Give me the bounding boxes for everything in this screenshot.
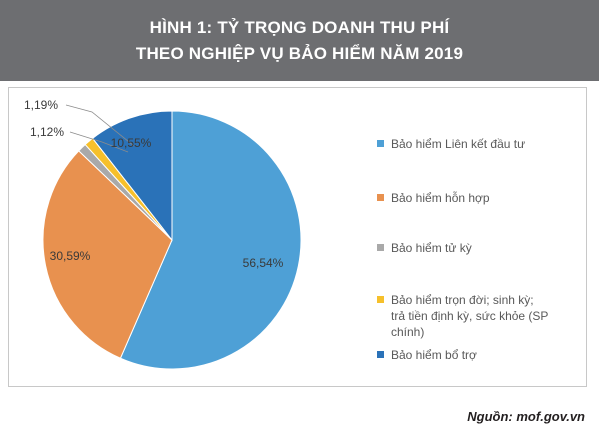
source-note: Nguồn: mof.gov.vn (467, 409, 585, 424)
pie-slice-hon-hop (42, 150, 173, 359)
data-label-lien-ket-dau-tu: 56,54% (243, 256, 284, 270)
chart-title-line-1: HÌNH 1: TỶ TRỌNG DOANH THU PHÍ (149, 17, 450, 37)
pie-slice-lien-ket-dau-tu (119, 110, 302, 370)
legend-label-lien-ket-dau-tu: Bảo hiểm Liên kết đầu tư (391, 136, 525, 152)
legend-label-line: Bảo hiểm trọn đời; sinh kỳ; (391, 293, 534, 307)
legend-swatch-lien-ket-dau-tu (377, 140, 384, 147)
pie-slice-bo-tro (91, 110, 173, 242)
data-label-bo-tro: 10,55% (111, 136, 152, 150)
legend-label-tron-doi-sinh-ky: Bảo hiểm trọn đời; sinh kỳ; trả tiền định… (391, 292, 548, 340)
legend-label-line: chính) (391, 325, 425, 339)
leader-line-tron-doi-sinh-ky (65, 104, 135, 147)
legend-label-line: Bảo hiểm hỗn hợp (391, 191, 490, 205)
legend-label-line: Bảo hiểm bổ trợ (391, 348, 477, 362)
legend-label-tu-ky: Bảo hiểm tử kỳ (391, 240, 472, 256)
legend-label-hon-hop: Bảo hiểm hỗn hợp (391, 190, 490, 206)
legend-swatch-bo-tro (377, 351, 384, 358)
legend-label-line: trả tiền định kỳ, sức khỏe (SP (391, 309, 549, 323)
chart-title-band: HÌNH 1: TỶ TRỌNG DOANH THU PHÍ THEO NGHI… (0, 0, 599, 81)
data-label-tu-ky: 1,12% (30, 125, 64, 139)
legend-label-line: Bảo hiểm tử kỳ (391, 241, 472, 255)
chart-title-line-2: THEO NGHIỆP VỤ BẢO HIỂM NĂM 2019 (135, 43, 464, 63)
legend-swatch-tu-ky (377, 244, 384, 251)
leader-line-tu-ky (69, 131, 129, 153)
legend-label-bo-tro: Bảo hiểm bổ trợ (391, 347, 477, 363)
legend-swatch-hon-hop (377, 194, 384, 201)
data-label-tron-doi-sinh-ky: 1,19% (24, 98, 58, 112)
legend-swatch-tron-doi-sinh-ky (377, 296, 384, 303)
legend-label-line: Bảo hiểm Liên kết đầu tư (391, 137, 526, 151)
data-label-hon-hop: 30,59% (50, 249, 91, 263)
